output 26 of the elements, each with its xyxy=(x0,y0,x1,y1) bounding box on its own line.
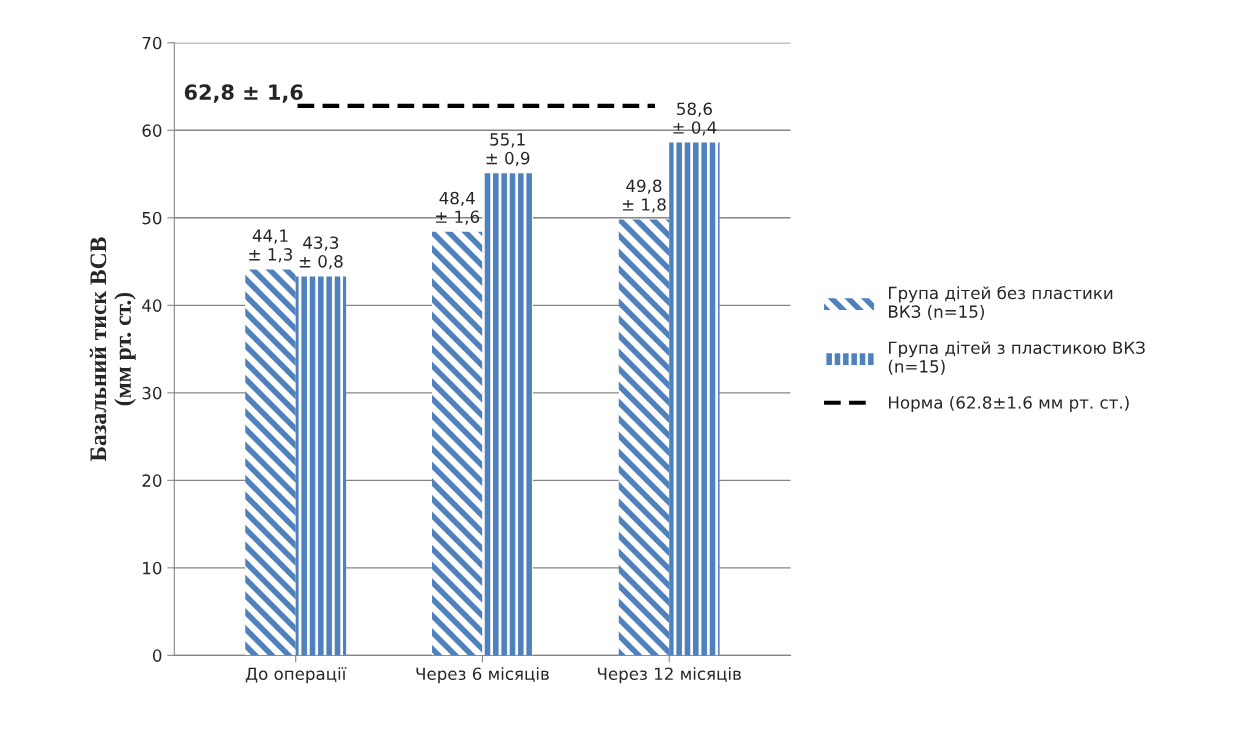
data-label: 55,1 ± 0,9 xyxy=(486,133,530,167)
bar xyxy=(245,269,296,656)
y-axis-title: Базальний тиск ВСВ (мм рт. ст.) xyxy=(89,237,136,462)
bar xyxy=(618,219,670,656)
y-tick-label: 70 xyxy=(142,36,162,50)
bar xyxy=(482,173,533,656)
y-tick-label: 20 xyxy=(142,474,162,487)
y-tick-label: 30 xyxy=(142,386,162,400)
x-tick-label: Через 6 місяців xyxy=(416,667,549,684)
data-label: 49,8 ± 1,8 xyxy=(622,179,666,213)
y-tick-label: 50 xyxy=(142,211,162,225)
data-label: 43,3 ± 0,8 xyxy=(299,236,343,270)
y-tick-label: 0 xyxy=(152,649,162,662)
x-tick-label: До операції xyxy=(245,667,347,684)
y-tick-label: 10 xyxy=(143,561,162,575)
y-tick-label: 40 xyxy=(142,299,162,312)
bar xyxy=(669,142,720,656)
legend-label: Норма (62.8±1.6 мм рт. ст.) xyxy=(889,395,1129,413)
legend-label: Група дітей з пластикою ВКЗ (n=15) xyxy=(888,341,1145,375)
annotation: 62,8 ± 1,6 xyxy=(184,84,303,103)
y-tick-label: 60 xyxy=(142,124,162,137)
data-label: 44,1 ± 1,3 xyxy=(249,229,293,263)
bar xyxy=(432,231,483,656)
legend-label: Група дітей без пластики ВКЗ (n=15) xyxy=(889,286,1113,320)
x-tick-label: Через 12 місяців xyxy=(597,667,741,684)
bar xyxy=(295,276,347,656)
